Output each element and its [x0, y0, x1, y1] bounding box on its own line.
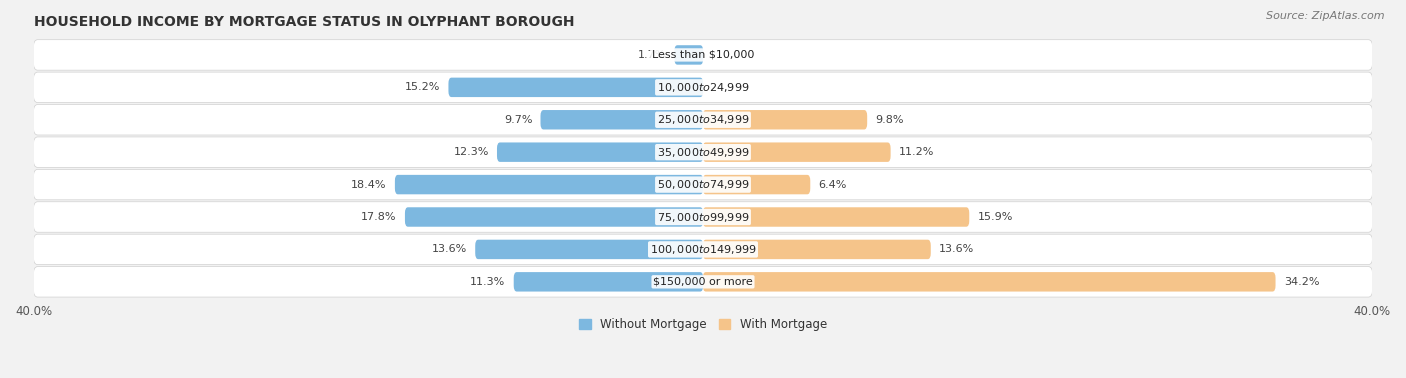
FancyBboxPatch shape: [34, 266, 1372, 297]
FancyBboxPatch shape: [703, 240, 931, 259]
FancyBboxPatch shape: [703, 272, 1275, 291]
FancyBboxPatch shape: [703, 207, 969, 227]
Text: 12.3%: 12.3%: [453, 147, 489, 157]
FancyBboxPatch shape: [34, 234, 1372, 265]
Text: $35,000 to $49,999: $35,000 to $49,999: [657, 146, 749, 159]
Text: HOUSEHOLD INCOME BY MORTGAGE STATUS IN OLYPHANT BOROUGH: HOUSEHOLD INCOME BY MORTGAGE STATUS IN O…: [34, 15, 574, 29]
FancyBboxPatch shape: [34, 105, 1372, 135]
Text: $25,000 to $34,999: $25,000 to $34,999: [657, 113, 749, 126]
FancyBboxPatch shape: [449, 77, 703, 97]
Text: $150,000 or more: $150,000 or more: [654, 277, 752, 287]
FancyBboxPatch shape: [405, 207, 703, 227]
Legend: Without Mortgage, With Mortgage: Without Mortgage, With Mortgage: [574, 313, 832, 336]
FancyBboxPatch shape: [34, 137, 1372, 167]
Text: 6.4%: 6.4%: [818, 180, 846, 190]
FancyBboxPatch shape: [496, 143, 703, 162]
FancyBboxPatch shape: [513, 272, 703, 291]
Text: 11.2%: 11.2%: [898, 147, 934, 157]
Text: 13.6%: 13.6%: [432, 245, 467, 254]
Text: $50,000 to $74,999: $50,000 to $74,999: [657, 178, 749, 191]
FancyBboxPatch shape: [540, 110, 703, 130]
FancyBboxPatch shape: [675, 45, 703, 65]
Text: 15.2%: 15.2%: [405, 82, 440, 92]
FancyBboxPatch shape: [703, 175, 810, 194]
FancyBboxPatch shape: [703, 110, 868, 130]
Text: 11.3%: 11.3%: [470, 277, 506, 287]
Text: 1.7%: 1.7%: [638, 50, 666, 60]
FancyBboxPatch shape: [475, 240, 703, 259]
Text: 15.9%: 15.9%: [977, 212, 1012, 222]
FancyBboxPatch shape: [395, 175, 703, 194]
Text: 9.8%: 9.8%: [876, 115, 904, 125]
Text: 9.7%: 9.7%: [503, 115, 533, 125]
FancyBboxPatch shape: [34, 40, 1372, 70]
Text: $10,000 to $24,999: $10,000 to $24,999: [657, 81, 749, 94]
Text: Less than $10,000: Less than $10,000: [652, 50, 754, 60]
Text: $75,000 to $99,999: $75,000 to $99,999: [657, 211, 749, 223]
FancyBboxPatch shape: [34, 72, 1372, 102]
Text: $100,000 to $149,999: $100,000 to $149,999: [650, 243, 756, 256]
FancyBboxPatch shape: [34, 202, 1372, 232]
Text: 18.4%: 18.4%: [352, 180, 387, 190]
Text: Source: ZipAtlas.com: Source: ZipAtlas.com: [1267, 11, 1385, 21]
Text: 17.8%: 17.8%: [361, 212, 396, 222]
Text: 13.6%: 13.6%: [939, 245, 974, 254]
Text: 34.2%: 34.2%: [1284, 277, 1319, 287]
FancyBboxPatch shape: [34, 169, 1372, 200]
FancyBboxPatch shape: [703, 143, 890, 162]
